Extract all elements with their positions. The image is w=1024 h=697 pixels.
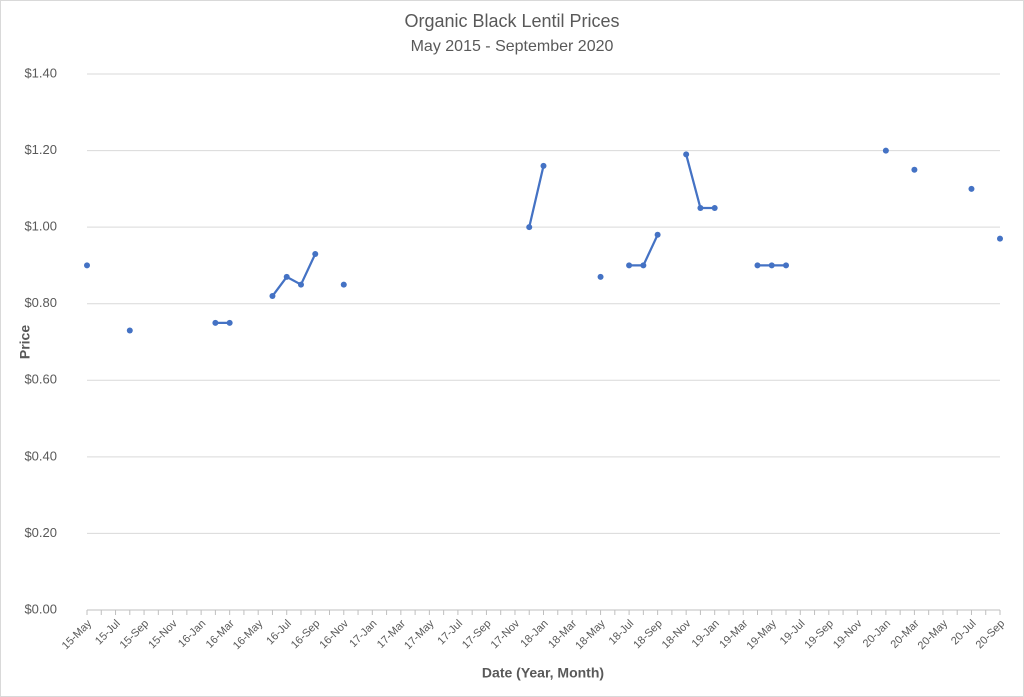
data-point	[683, 151, 690, 158]
x-axis-title: Date (Year, Month)	[482, 665, 604, 681]
data-point	[226, 319, 233, 326]
y-tick-label: $1.20	[24, 142, 57, 157]
data-point	[711, 205, 718, 211]
data-point	[626, 262, 633, 269]
data-point	[212, 319, 219, 326]
chart-title: Organic Black Lentil Prices	[404, 11, 619, 31]
data-point	[754, 262, 761, 269]
y-tick-label: $0.80	[24, 295, 57, 310]
data-point	[640, 262, 647, 269]
data-point	[783, 262, 790, 269]
data-point	[654, 231, 661, 238]
chart-subtitle: May 2015 - September 2020	[411, 38, 614, 55]
y-tick-label: $0.00	[24, 601, 57, 616]
data-point	[697, 205, 704, 211]
data-point	[126, 327, 133, 334]
data-point	[283, 273, 290, 280]
y-tick-label: $0.60	[24, 372, 57, 387]
data-point	[997, 235, 1003, 242]
y-tick-label: $1.40	[24, 65, 57, 80]
data-point	[597, 273, 604, 280]
data-point	[911, 166, 918, 173]
y-tick-label: $1.00	[24, 219, 57, 234]
data-point	[312, 250, 319, 257]
y-tick-label: $0.20	[24, 525, 57, 540]
data-point	[968, 185, 975, 192]
data-point	[768, 262, 775, 269]
y-axis-title: Price	[17, 325, 33, 359]
data-point	[540, 162, 547, 169]
data-point	[269, 293, 276, 300]
data-point	[297, 281, 304, 288]
y-tick-label: $0.40	[24, 448, 57, 463]
data-point	[84, 262, 90, 269]
data-point	[882, 147, 889, 154]
data-point	[340, 281, 347, 288]
data-point	[526, 224, 533, 231]
